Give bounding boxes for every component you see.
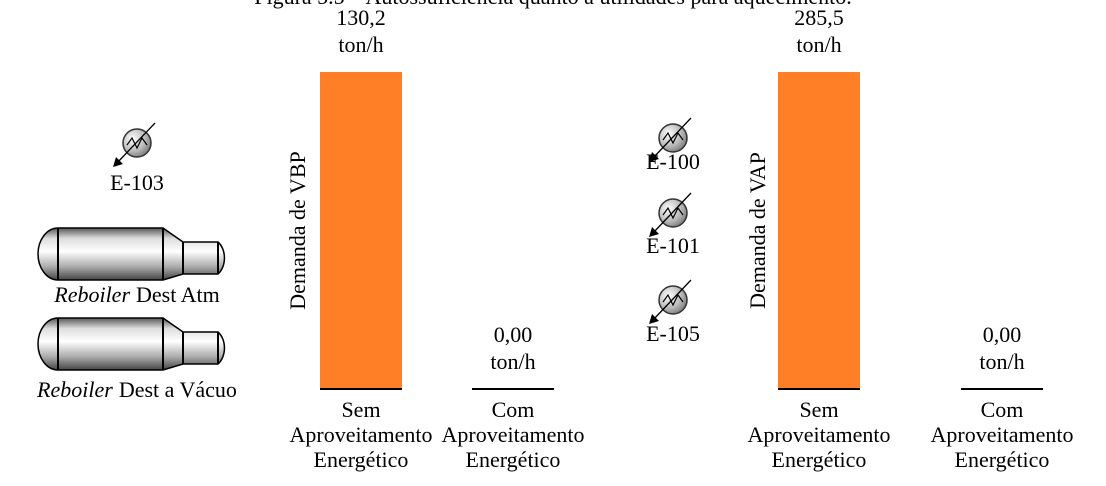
heat-exchanger-icon [113,122,156,167]
equipment-label: E-105 [646,321,700,346]
value-label: 0,00 ton/h [979,322,1024,374]
reboiler-icon [37,317,226,371]
figure-title: Figura 5.5 – Autossuficiência quanto a u… [254,0,852,9]
reboiler-label-italic: Reboiler [53,282,130,307]
category-label: Sem Aproveitamento Energético [290,397,433,472]
y-axis-label: Demanda de VAP [745,152,770,309]
reboiler-label: Reboiler Dest Atm [53,282,220,307]
heat-exchanger-icon [649,279,692,324]
reboiler-label-text: Dest a Vácuo [119,377,237,402]
equipment-label: E-103 [110,170,164,195]
hx-zigzag [662,131,684,145]
reboiler-label: Reboiler Dest a Vácuo [36,377,237,402]
reboiler-body [37,317,226,371]
hx-zigzag [126,136,148,150]
hx-zigzag [662,206,684,220]
bar [778,72,860,389]
reboiler-label-italic: Reboiler [36,377,113,402]
hx-line [652,192,692,234]
hx-line [116,122,156,164]
hx-line [652,279,692,321]
hx-zigzag [662,293,684,307]
bar [320,72,402,389]
hx-arrow [649,227,659,237]
value-label: 130,2 ton/h [336,5,386,57]
y-axis-label: Demanda de VBP [285,151,310,309]
value-label: 285,5 ton/h [794,5,844,57]
value-label: 0,00 ton/h [490,322,535,374]
reboiler-body [37,227,226,281]
equipment-label: E-101 [646,233,700,258]
hx-arrow [649,314,659,324]
category-label: Sem Aproveitamento Energético [748,397,891,472]
hx-line [652,117,692,159]
category-label: Com Aproveitamento Energético [442,397,585,472]
hx-arrow [113,157,123,167]
reboiler-icon [37,227,226,281]
heat-exchanger-icon [649,192,692,237]
equipment-label: E-100 [646,149,700,174]
category-label: Com Aproveitamento Energético [931,397,1074,472]
hx-arrow [649,152,659,162]
reboiler-label-text: Dest Atm [136,282,220,307]
heat-exchanger-icon [649,117,692,162]
